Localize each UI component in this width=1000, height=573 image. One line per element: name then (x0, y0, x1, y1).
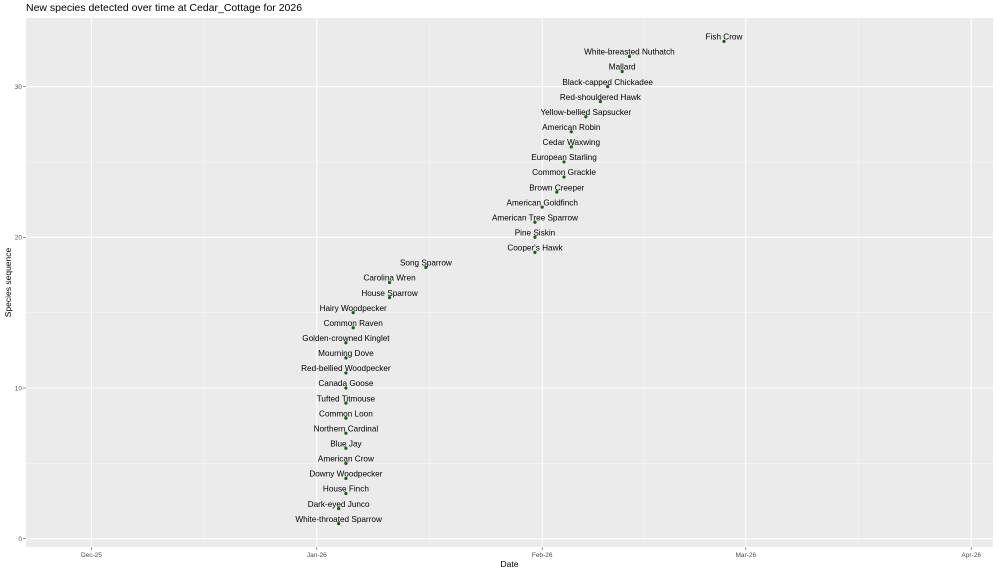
y-tick-label: 0 (18, 536, 22, 543)
point-label: American Robin (542, 123, 601, 132)
point-label: Carolina Wren (363, 274, 416, 283)
point-label: Downy Woodpecker (309, 470, 382, 479)
point-label: American Goldfinch (506, 198, 578, 207)
point-label: Brown Creeper (529, 183, 584, 192)
y-tick-label: 20 (15, 235, 23, 242)
point-label: Tufted Titmouse (317, 394, 376, 403)
data-point (337, 506, 341, 511)
data-point (569, 145, 573, 149)
point-label: American Tree Sparrow (492, 213, 578, 222)
data-point (344, 341, 348, 345)
point-label: Common Raven (324, 319, 384, 328)
data-point (344, 401, 348, 405)
point-label: Northern Cardinal (314, 424, 379, 433)
point-label: Hairy Woodpecker (320, 304, 387, 313)
data-point (562, 175, 566, 179)
data-point (337, 522, 341, 526)
x-tick-label: Jan-26 (307, 552, 327, 559)
x-tick-label: Dec-25 (81, 552, 102, 559)
data-point (344, 476, 348, 481)
data-point (344, 356, 348, 360)
data-point (351, 311, 355, 315)
x-tick-label: Feb-26 (532, 552, 553, 559)
data-point (533, 220, 537, 224)
point-label: Blue Jay (330, 439, 362, 448)
data-point (722, 39, 726, 43)
point-label: House Sparrow (361, 289, 418, 298)
data-point (344, 461, 348, 465)
data-point (344, 416, 348, 420)
point-label: Pine Siskin (515, 228, 556, 237)
plot-panel (26, 18, 993, 547)
point-label: Cedar Waxwing (543, 138, 601, 147)
point-label: Fish Crow (706, 33, 743, 42)
data-point (627, 54, 632, 59)
data-point (387, 280, 392, 285)
point-label: Common Loon (319, 409, 373, 418)
point-label: Dark-eyed Junco (308, 500, 370, 509)
data-point (351, 326, 355, 330)
data-point (344, 371, 348, 375)
point-label: Black-capped Chickadee (562, 78, 653, 87)
point-label: Mallard (609, 63, 636, 72)
data-point (606, 84, 610, 89)
y-axis-title: Species sequence (3, 247, 13, 317)
point-label: American Crow (318, 455, 374, 464)
point-label: House Finch (323, 485, 369, 494)
point-label: Canada Goose (318, 379, 374, 388)
data-point (344, 386, 348, 390)
data-point (562, 160, 566, 164)
data-point (344, 446, 348, 450)
point-label: Red-shouldered Hawk (560, 93, 642, 102)
data-point (584, 115, 588, 119)
data-point (533, 235, 537, 239)
data-point (387, 295, 392, 300)
point-label: Yellow-bellied Sapsucker (540, 108, 631, 117)
data-point (533, 250, 537, 254)
point-label: Mourning Dove (318, 349, 374, 358)
data-point (555, 190, 559, 194)
chart-title: New species detected over time at Cedar_… (26, 2, 303, 14)
data-point (344, 491, 348, 496)
point-label: White-breasted Nuthatch (584, 48, 675, 57)
point-label: European Starling (531, 153, 597, 162)
y-tick-label: 30 (15, 84, 23, 91)
x-axis-title: Date (501, 559, 519, 569)
point-label: Song Sparrow (400, 259, 452, 268)
data-point (540, 205, 544, 209)
point-label: White-throated Sparrow (295, 515, 382, 524)
y-tick-label: 10 (15, 385, 23, 392)
data-point (344, 431, 348, 435)
data-point (569, 130, 573, 134)
data-point (598, 100, 602, 104)
data-point (424, 265, 428, 270)
x-tick-label: Mar-26 (736, 552, 757, 559)
point-label: Golden-crowned Kinglet (302, 334, 390, 343)
x-tick-label: Apr-26 (961, 552, 981, 559)
point-label: Cooper's Hawk (507, 244, 563, 253)
point-label: Red-bellied Woodpecker (301, 364, 391, 373)
point-label: Common Grackle (532, 168, 596, 177)
data-point (620, 69, 624, 74)
